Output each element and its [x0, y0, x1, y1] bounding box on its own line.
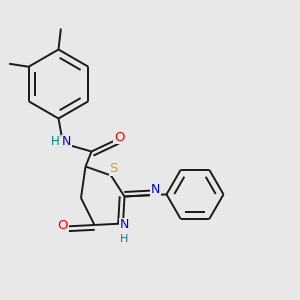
Text: O: O [58, 219, 68, 232]
Text: H: H [120, 234, 129, 244]
Text: H: H [51, 135, 60, 148]
Text: O: O [114, 130, 125, 144]
Text: N: N [62, 135, 71, 148]
Text: N: N [151, 183, 160, 196]
Text: N: N [120, 218, 129, 232]
Text: S: S [109, 162, 118, 176]
